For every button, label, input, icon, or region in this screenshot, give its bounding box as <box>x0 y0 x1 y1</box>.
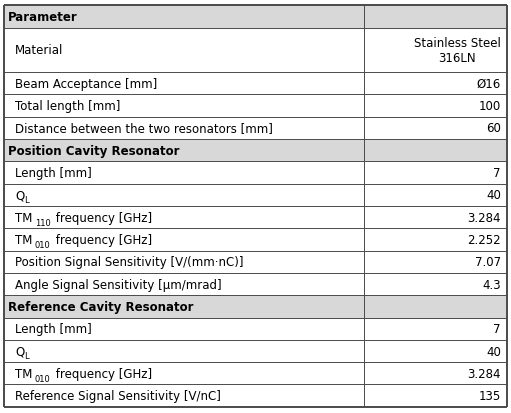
Bar <box>4 6 507 28</box>
Text: 2.252: 2.252 <box>467 233 501 247</box>
Text: Reference Signal Sensitivity [V/nC]: Reference Signal Sensitivity [V/nC] <box>15 389 221 402</box>
Text: Stainless Steel
316LN: Stainless Steel 316LN <box>414 37 501 65</box>
Text: frequency [GHz]: frequency [GHz] <box>53 211 152 224</box>
Text: TM: TM <box>15 367 33 380</box>
Text: Length [mm]: Length [mm] <box>15 323 92 335</box>
Text: Length [mm]: Length [mm] <box>15 166 92 180</box>
Bar <box>4 362 507 385</box>
Text: TM: TM <box>15 211 33 224</box>
Text: 3.284: 3.284 <box>467 367 501 380</box>
Text: Beam Acceptance [mm]: Beam Acceptance [mm] <box>15 78 157 90</box>
Text: Parameter: Parameter <box>8 11 78 24</box>
Text: 100: 100 <box>478 100 501 113</box>
Text: Angle Signal Sensitivity [μm/mrad]: Angle Signal Sensitivity [μm/mrad] <box>15 278 222 291</box>
Text: 010: 010 <box>35 374 51 383</box>
Text: 7: 7 <box>493 323 501 335</box>
Text: frequency [GHz]: frequency [GHz] <box>53 367 152 380</box>
Bar <box>4 385 507 407</box>
Text: Position Signal Sensitivity [V/(mm·nC)]: Position Signal Sensitivity [V/(mm·nC)] <box>15 256 244 268</box>
Text: TM: TM <box>15 233 33 247</box>
Bar <box>4 95 507 117</box>
Text: Distance between the two resonators [mm]: Distance between the two resonators [mm] <box>15 122 273 135</box>
Text: Q: Q <box>15 189 25 202</box>
Text: 135: 135 <box>478 389 501 402</box>
Text: 40: 40 <box>486 345 501 358</box>
Bar <box>4 206 507 229</box>
Text: Position Cavity Resonator: Position Cavity Resonator <box>8 145 180 157</box>
Text: L: L <box>25 351 29 361</box>
Bar <box>4 273 507 296</box>
Bar <box>4 162 507 184</box>
Bar <box>4 184 507 206</box>
Text: 3.284: 3.284 <box>467 211 501 224</box>
Text: 110: 110 <box>35 218 51 227</box>
Text: 7.07: 7.07 <box>475 256 501 268</box>
Bar <box>4 340 507 362</box>
Text: frequency [GHz]: frequency [GHz] <box>53 233 152 247</box>
Bar <box>4 229 507 251</box>
Text: Total length [mm]: Total length [mm] <box>15 100 121 113</box>
Text: Reference Cavity Resonator: Reference Cavity Resonator <box>8 300 194 313</box>
Bar <box>4 73 507 95</box>
Text: 7: 7 <box>493 166 501 180</box>
Text: L: L <box>25 196 29 205</box>
Bar <box>4 140 507 162</box>
Text: 60: 60 <box>486 122 501 135</box>
Text: 40: 40 <box>486 189 501 202</box>
Text: Q: Q <box>15 345 25 358</box>
Text: 010: 010 <box>35 240 51 249</box>
Bar <box>4 28 507 73</box>
Bar <box>4 117 507 140</box>
Text: Material: Material <box>15 44 64 57</box>
Bar <box>4 296 507 318</box>
Text: Ø16: Ø16 <box>477 78 501 90</box>
Text: 4.3: 4.3 <box>482 278 501 291</box>
Bar <box>4 251 507 273</box>
Bar <box>4 318 507 340</box>
